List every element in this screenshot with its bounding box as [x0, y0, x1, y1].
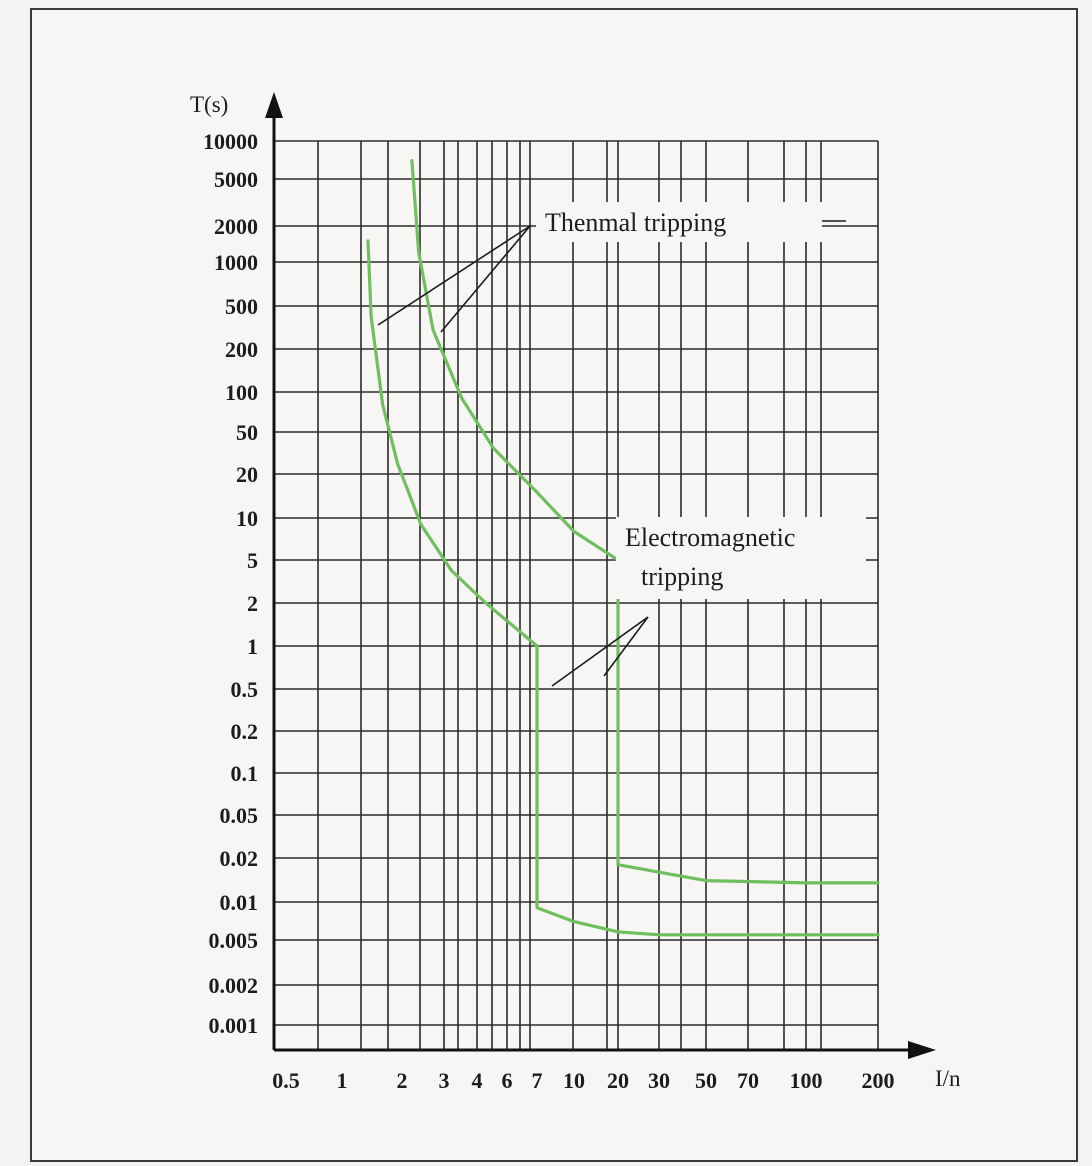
y-tick-label: 500: [225, 294, 258, 319]
y-tick-label: 0.05: [220, 803, 259, 828]
trip-curve-1: [366, 239, 880, 937]
electromagnetic-label-line2: tripping: [641, 562, 723, 591]
electromagnetic-leader-2: [603, 616, 649, 677]
x-tick-label: 200: [862, 1068, 895, 1093]
y-tick-label: 10: [236, 506, 258, 531]
trip-curve-2: [410, 159, 880, 885]
y-tick-label: 0.5: [231, 677, 259, 702]
y-tick-label: 5000: [214, 167, 258, 192]
electromagnetic-label-line1: Electromagnetic: [625, 523, 795, 552]
x-tick-label: 3: [439, 1068, 450, 1093]
x-tick-label: 6: [502, 1068, 513, 1093]
y-tick-label: 50: [236, 420, 258, 445]
x-tick-label: 1: [337, 1068, 348, 1093]
x-tick-label: 50: [695, 1068, 717, 1093]
thermal-leader-2: [440, 225, 531, 333]
x-tick-label: 20: [607, 1068, 629, 1093]
x-tick-label: 10: [563, 1068, 585, 1093]
thermal-leader-1: [377, 225, 531, 326]
y-tick-label: 200: [225, 337, 258, 362]
thermal-label-bg: [536, 202, 822, 242]
y-tick-label: 1: [247, 634, 258, 659]
x-tick-label: 2: [397, 1068, 408, 1093]
thermal-tripping-label: Thenmal tripping: [545, 208, 726, 237]
y-tick-label: 0.005: [209, 928, 259, 953]
axes: T(s) I/n: [190, 92, 961, 1091]
y-tick-label: 10000: [203, 129, 258, 154]
annotations: Thenmal tripping Electromagnetic trippin…: [377, 202, 866, 687]
x-tick-label: 30: [648, 1068, 670, 1093]
y-tick-label: 0.2: [231, 719, 259, 744]
y-axis-label: T(s): [190, 92, 228, 117]
x-axis-label: I/n: [935, 1066, 961, 1091]
y-tick-label: 20: [236, 462, 258, 487]
x-tick-label: 100: [790, 1068, 823, 1093]
y-tick-label: 2000: [214, 214, 258, 239]
y-tick-label: 0.001: [209, 1013, 259, 1038]
y-tick-label: 2: [247, 591, 258, 616]
x-tick-label: 70: [737, 1068, 759, 1093]
y-tick-label: 0.002: [209, 973, 259, 998]
y-tick-label: 0.1: [231, 761, 259, 786]
y-tick-label: 100: [225, 380, 258, 405]
y-axis-arrow: [265, 92, 283, 118]
curves: [366, 159, 880, 937]
x-tick-label: 4: [472, 1068, 483, 1093]
electromagnetic-label-bg: [616, 517, 866, 599]
y-tick-label: 0.02: [220, 846, 259, 871]
x-tick-label: 0.5: [272, 1068, 300, 1093]
figure-frame: [30, 8, 1078, 1162]
y-tick-label: 0.01: [220, 890, 259, 915]
y-tick-label: 5: [247, 548, 258, 573]
tick-labels: 10000 5000 2000 1000 500 200 100 50 20 10 5 2 1 0.5 0.…: [203, 129, 895, 1093]
y-tick-label: 1000: [214, 250, 258, 275]
x-axis-arrow: [908, 1041, 936, 1059]
electromagnetic-leader-1: [551, 616, 649, 687]
x-tick-label: 7: [532, 1068, 543, 1093]
